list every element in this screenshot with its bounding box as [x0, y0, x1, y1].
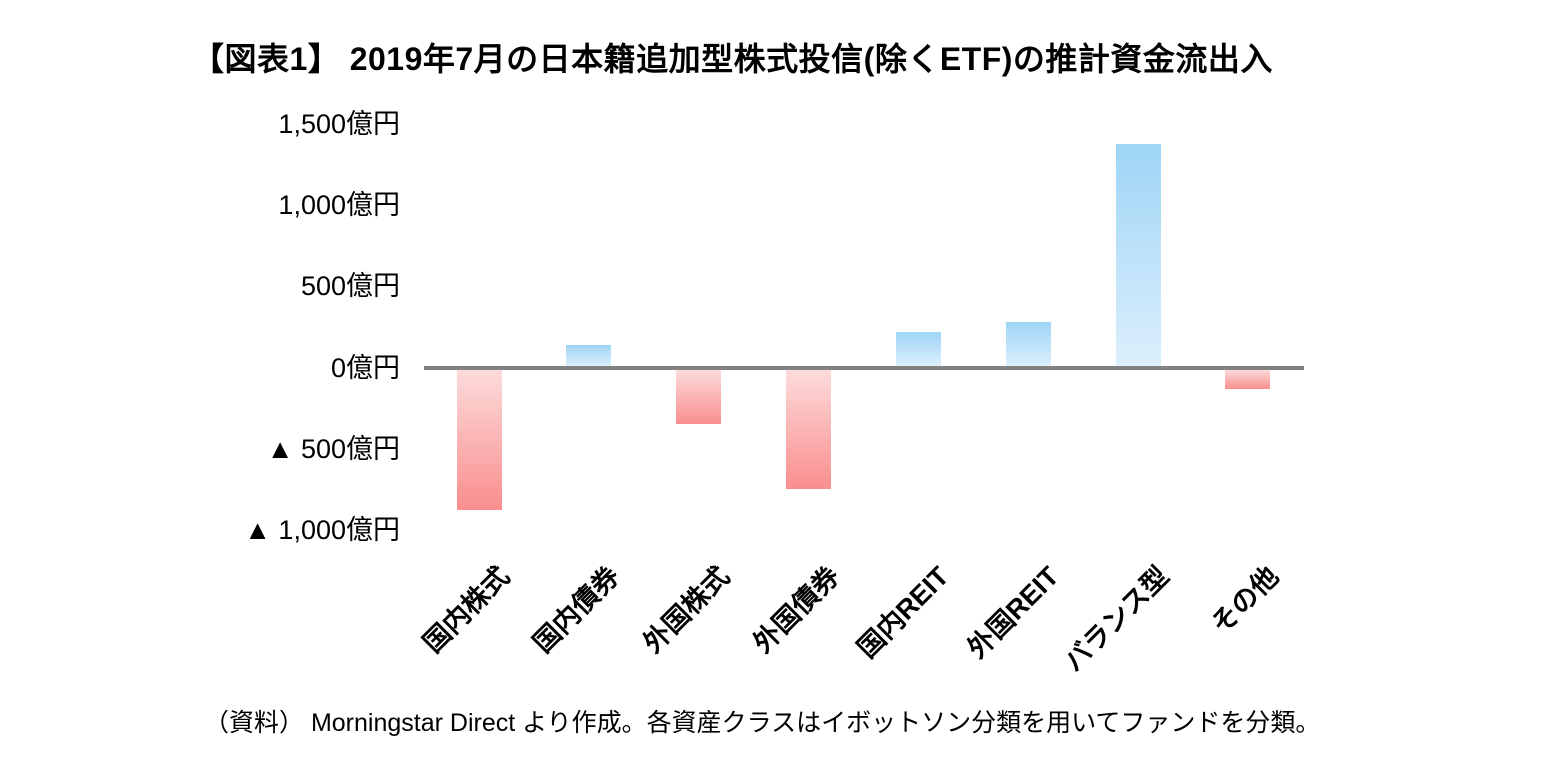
bar-国内株式: [456, 370, 502, 510]
bar-国内REIT: [895, 331, 941, 366]
y-axis: 1,500億円 1,000億円 500億円 0億円 ▲ 500億円 ▲ 1,000億円: [140, 0, 400, 779]
y-axis-tick-label: ▲ 1,000億円: [244, 514, 400, 545]
x-axis-category-label: 外国REIT: [961, 560, 1065, 664]
x-axis-category-label: 国内REIT: [851, 560, 955, 664]
y-axis-tick-label: ▲ 500億円: [266, 433, 400, 464]
y-axis-tick-label: 500億円: [300, 271, 400, 302]
bar-外国REIT: [1005, 322, 1051, 366]
x-axis-category-label: 国内債券: [527, 560, 626, 659]
x-axis-category-label: 国内株式: [417, 560, 516, 659]
zero-axis-line: [424, 366, 1304, 370]
x-axis-category-label: 外国株式: [637, 560, 735, 659]
bar-バランス型: [1115, 143, 1161, 366]
y-axis-tick-label: 1,000億円: [278, 190, 400, 221]
source-footnote: （資料） Morningstar Direct より作成。各資産クラスはイボット…: [204, 709, 1321, 737]
x-axis-category-label: 外国債券: [747, 560, 845, 659]
bar-外国債券: [786, 370, 832, 489]
y-axis-tick-label: 0億円: [330, 352, 400, 383]
bar-外国株式: [676, 370, 722, 424]
chart-title: 【図表1】 2019年7月の日本籍追加型株式投信(除くETF)の推計資金流出入: [192, 41, 1273, 77]
x-axis-category-label: バランス型: [1057, 560, 1175, 678]
bar-国内債券: [566, 344, 612, 366]
bar-その他: [1225, 370, 1271, 390]
y-axis-tick-label: 1,500億円: [278, 108, 400, 139]
x-axis-category-label: その他: [1205, 560, 1285, 640]
